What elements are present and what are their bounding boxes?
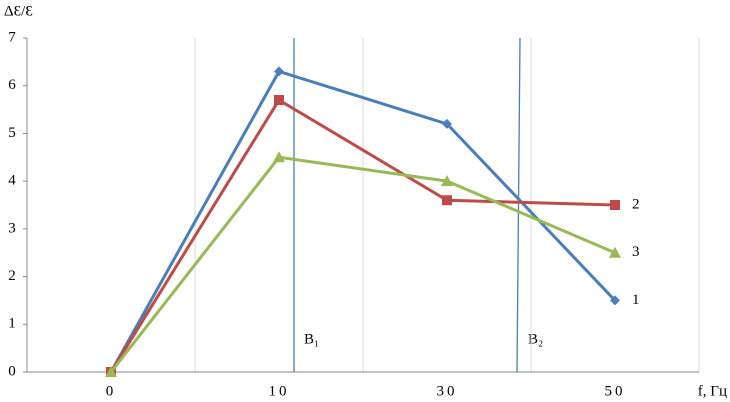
annotation: B₂	[528, 331, 543, 347]
x-tick-label: 50	[605, 383, 626, 399]
marker	[442, 118, 452, 129]
annotation: B₁	[304, 331, 319, 347]
x-tick-label: 30	[437, 383, 458, 399]
marker	[273, 151, 285, 163]
y-tick-label: 2	[8, 268, 16, 284]
marker	[274, 66, 284, 77]
y-tick-label: 4	[8, 173, 16, 189]
y-tick-label: 0	[8, 363, 16, 379]
y-axis-label: ΔԐ/Ԑ	[4, 3, 33, 19]
series-line	[109, 97, 616, 373]
y-tick-label: 6	[8, 77, 16, 93]
x-axis-label: f, Гц	[698, 383, 727, 399]
series-line	[109, 155, 616, 373]
boundary-line	[516, 37, 521, 373]
y-tick-label: 5	[8, 125, 16, 141]
marker	[274, 95, 284, 106]
legend-label: 2	[632, 196, 640, 212]
legend-label: 3	[632, 244, 640, 260]
marker	[441, 175, 453, 187]
marker	[105, 366, 117, 377]
marker	[442, 195, 452, 206]
x-tick-label: 10	[269, 383, 290, 399]
y-tick-label: 1	[8, 316, 16, 332]
marker	[609, 246, 621, 258]
marker	[610, 200, 620, 210]
legend-label: 1	[632, 292, 640, 308]
marker	[610, 295, 620, 306]
y-tick-label: 3	[8, 220, 16, 236]
series-line	[109, 69, 617, 373]
y-tick-label: 7	[8, 29, 16, 45]
x-tick-label: 0	[106, 383, 117, 399]
